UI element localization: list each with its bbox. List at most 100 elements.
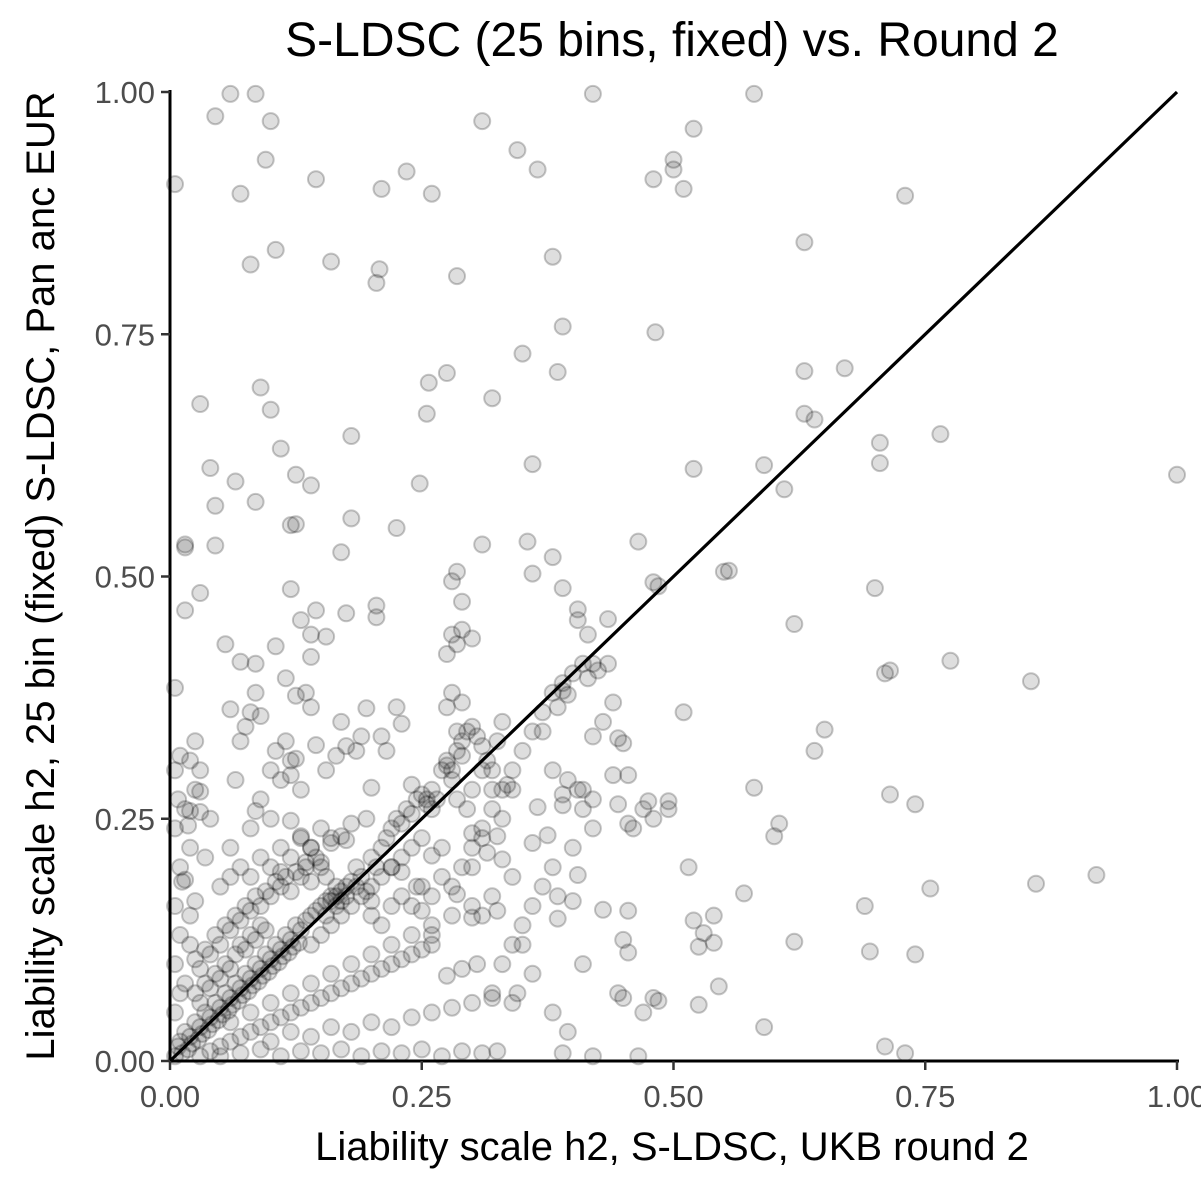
data-point bbox=[226, 771, 245, 789]
data-point bbox=[191, 761, 210, 780]
data-point bbox=[548, 887, 567, 906]
data-point bbox=[181, 906, 200, 925]
data-point bbox=[649, 577, 668, 596]
data-point bbox=[639, 792, 658, 811]
data-point bbox=[412, 940, 431, 959]
data-point bbox=[513, 935, 532, 954]
data-point bbox=[221, 84, 240, 103]
data-point bbox=[382, 858, 401, 877]
data-point bbox=[387, 809, 406, 828]
data-point bbox=[573, 800, 592, 819]
data-point bbox=[684, 459, 703, 478]
data-point bbox=[422, 887, 441, 906]
data-point bbox=[543, 1003, 562, 1022]
y-axis-label: Liability scale h2, 25 bin (fixed) S-LDS… bbox=[19, 91, 63, 1060]
data-point bbox=[191, 959, 210, 978]
data-point bbox=[261, 858, 280, 877]
data-point bbox=[483, 761, 502, 780]
data-point bbox=[223, 995, 242, 1014]
data-point bbox=[312, 989, 330, 1007]
data-point bbox=[241, 926, 260, 944]
data-point bbox=[513, 741, 532, 760]
data-point bbox=[553, 785, 572, 804]
data-point bbox=[392, 1044, 411, 1063]
data-point bbox=[196, 848, 215, 867]
y-tick-label: 1.00 bbox=[95, 75, 155, 110]
data-point bbox=[332, 1040, 351, 1059]
data-point bbox=[419, 373, 438, 392]
data-point bbox=[865, 579, 884, 598]
data-point bbox=[417, 790, 436, 809]
data-point bbox=[498, 775, 517, 794]
data-point bbox=[619, 766, 638, 785]
data-point bbox=[367, 596, 386, 615]
data-point bbox=[397, 162, 416, 181]
data-point bbox=[342, 872, 361, 891]
data-point bbox=[689, 995, 708, 1014]
data-point bbox=[302, 974, 320, 993]
data-point bbox=[422, 926, 441, 944]
data-point bbox=[216, 635, 235, 654]
data-point bbox=[231, 1027, 250, 1046]
data-point bbox=[483, 984, 502, 1003]
data-point bbox=[568, 866, 587, 884]
data-point bbox=[266, 240, 285, 259]
data-point bbox=[322, 964, 341, 983]
data-point bbox=[296, 853, 315, 872]
data-point bbox=[183, 1034, 202, 1053]
data-point bbox=[392, 814, 411, 833]
data-point bbox=[241, 703, 260, 722]
data-point bbox=[342, 1022, 361, 1041]
data-point bbox=[543, 858, 562, 877]
data-point bbox=[261, 112, 280, 131]
data-point bbox=[548, 698, 567, 717]
data-point bbox=[463, 780, 482, 799]
data-point bbox=[312, 819, 330, 838]
data-point bbox=[302, 872, 320, 891]
data-point bbox=[231, 184, 250, 203]
data-point bbox=[256, 921, 275, 940]
data-point bbox=[327, 887, 346, 906]
data-point bbox=[473, 535, 492, 554]
data-point bbox=[181, 1027, 200, 1046]
data-point bbox=[558, 685, 577, 704]
data-point bbox=[410, 474, 429, 493]
data-point bbox=[221, 1032, 240, 1051]
data-point bbox=[387, 519, 406, 537]
data-point bbox=[263, 957, 282, 975]
data-point bbox=[352, 887, 371, 906]
data-point bbox=[644, 573, 663, 592]
data-point bbox=[191, 803, 210, 821]
data-point bbox=[231, 858, 250, 877]
data-point bbox=[342, 974, 361, 993]
data-point bbox=[493, 780, 512, 799]
data-point bbox=[206, 496, 225, 515]
data-point bbox=[402, 897, 421, 915]
data-point bbox=[805, 741, 824, 760]
data-point bbox=[614, 930, 633, 949]
data-point bbox=[307, 170, 325, 189]
data-point bbox=[201, 979, 220, 998]
data-point bbox=[583, 790, 602, 809]
data-point bbox=[528, 160, 547, 179]
data-point bbox=[553, 796, 572, 815]
data-point bbox=[296, 683, 315, 702]
data-point bbox=[302, 1027, 320, 1046]
data-point bbox=[176, 870, 195, 889]
data-point bbox=[171, 858, 190, 877]
data-point bbox=[528, 798, 547, 817]
data-point bbox=[453, 620, 471, 639]
data-point bbox=[201, 1008, 220, 1027]
data-point bbox=[342, 814, 361, 833]
data-point bbox=[443, 625, 461, 644]
data-point bbox=[191, 1018, 210, 1037]
data-point bbox=[196, 1003, 215, 1022]
data-point bbox=[236, 940, 255, 959]
data-point bbox=[422, 1003, 441, 1022]
data-point bbox=[402, 838, 421, 857]
data-point bbox=[246, 492, 265, 511]
data-point bbox=[286, 916, 305, 935]
data-point bbox=[548, 363, 567, 381]
data-point bbox=[941, 651, 960, 670]
data-point bbox=[206, 926, 225, 944]
